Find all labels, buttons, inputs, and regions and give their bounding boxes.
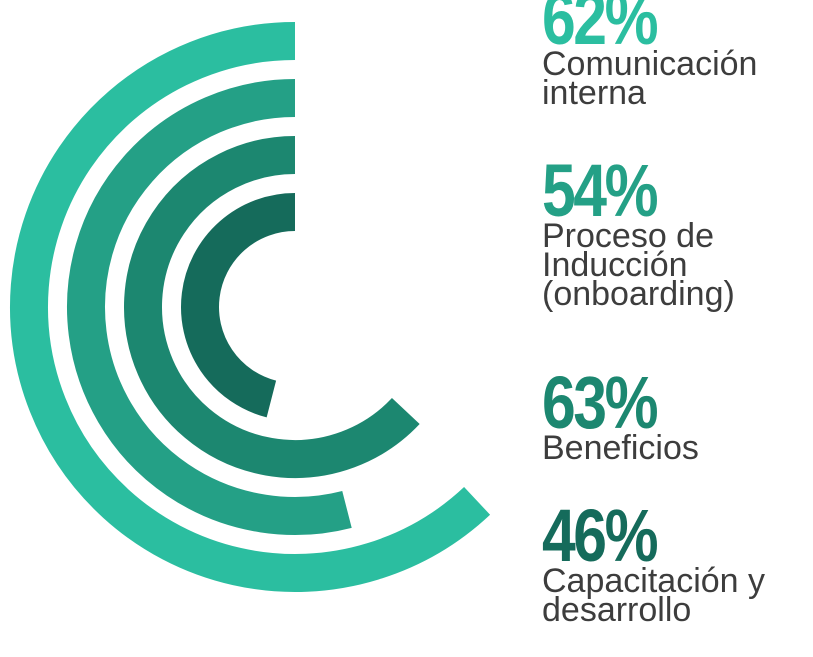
category-label: Comunicación interna xyxy=(542,45,758,112)
value-label: 46% xyxy=(542,494,659,577)
label-block: 63% Beneficios xyxy=(542,361,813,467)
label-block: 54% Proceso de Inducción (onboarding) xyxy=(542,149,813,313)
label-block: 46% Capacitación y desarrollo xyxy=(542,494,813,629)
radial-bar xyxy=(67,79,352,535)
value-label: 54% xyxy=(542,149,659,232)
label-block: 62% Comunicación interna xyxy=(542,0,813,112)
value-label: 63% xyxy=(542,361,659,444)
radial-bar xyxy=(181,193,296,418)
category-label: Capacitación y desarrollo xyxy=(542,562,766,629)
radial-bar xyxy=(124,136,420,478)
radial-bar xyxy=(10,22,491,592)
category-label: Beneficios xyxy=(542,429,699,467)
value-label: 62% xyxy=(542,0,659,60)
category-label: Proceso de Inducción (onboarding) xyxy=(542,217,735,313)
